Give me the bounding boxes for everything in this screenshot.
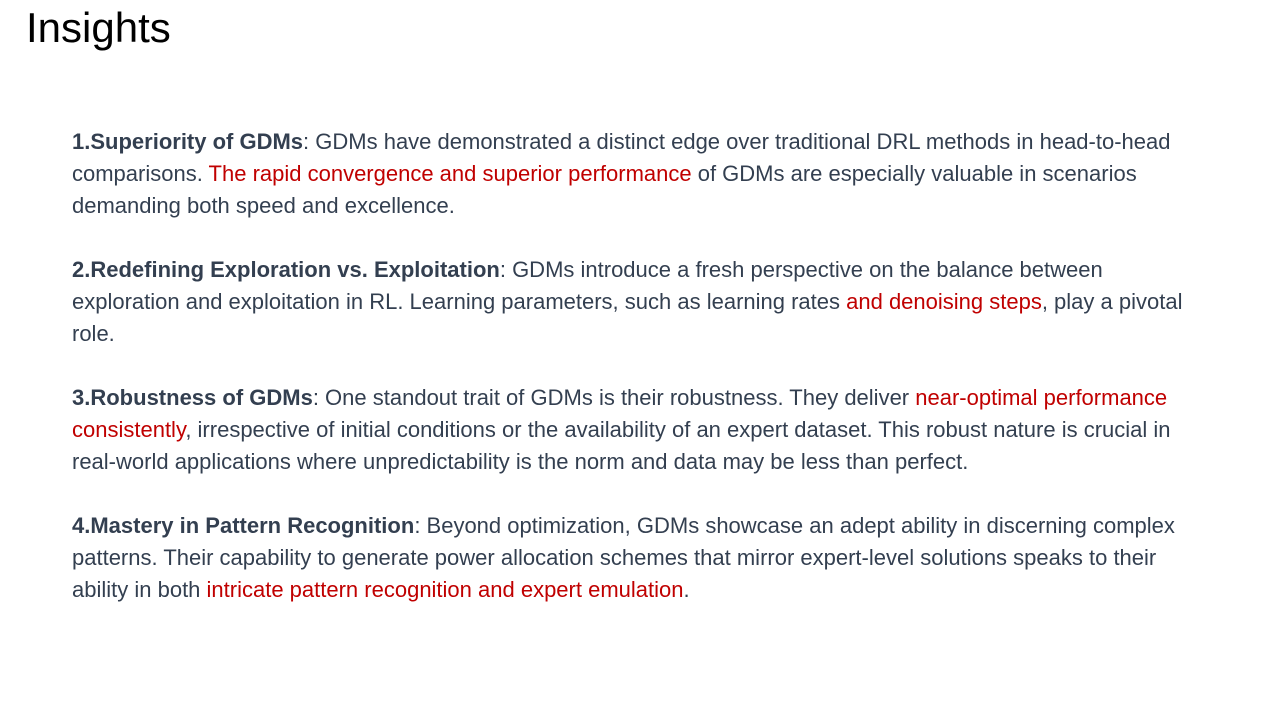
insight-heading: Mastery in Pattern Recognition <box>90 513 415 538</box>
insight-heading: Superiority of GDMs <box>90 129 304 154</box>
insight-text: , irrespective of initial conditions or … <box>72 417 1171 474</box>
insight-item-2: 2.Redefining Exploration vs. Exploitatio… <box>72 254 1207 350</box>
insight-item-1: 1.Superiority of GDMs: GDMs have demonst… <box>72 126 1207 222</box>
insight-text: : Beyond optimization, GDMs showcase an … <box>72 513 1175 602</box>
insights-list: 1.Superiority of GDMs: GDMs have demonst… <box>72 126 1207 638</box>
insight-highlight: and denoising steps <box>846 289 1042 314</box>
insight-text: of GDMs are especially valuable in scena… <box>72 161 1137 218</box>
insight-text: : GDMs have demonstrated a distinct edge… <box>72 129 1171 186</box>
insight-text: , play a pivotal role. <box>72 289 1183 346</box>
insight-item-3: 3.Robustness of GDMs: One standout trait… <box>72 382 1207 478</box>
insight-number: 1. <box>72 129 91 154</box>
insight-text: : GDMs introduce a fresh perspective on … <box>72 257 1103 314</box>
insight-highlight: The rapid convergence and superior perfo… <box>208 161 692 186</box>
insight-text: . <box>683 577 690 602</box>
insight-highlight: intricate pattern recognition and expert… <box>206 577 684 602</box>
insight-text: : One standout trait of GDMs is their ro… <box>312 385 916 410</box>
insight-item-4: 4.Mastery in Pattern Recognition: Beyond… <box>72 510 1207 606</box>
insight-number: 4. <box>72 513 91 538</box>
insight-highlight: near-optimal performance consistently <box>72 385 1168 442</box>
insight-number: 3. <box>72 385 91 410</box>
insight-number: 2. <box>72 257 91 282</box>
slide-title: Insights <box>26 4 171 51</box>
insight-heading: Robustness of GDMs <box>90 385 313 410</box>
insight-heading: Redefining Exploration vs. Exploitation <box>90 257 500 282</box>
